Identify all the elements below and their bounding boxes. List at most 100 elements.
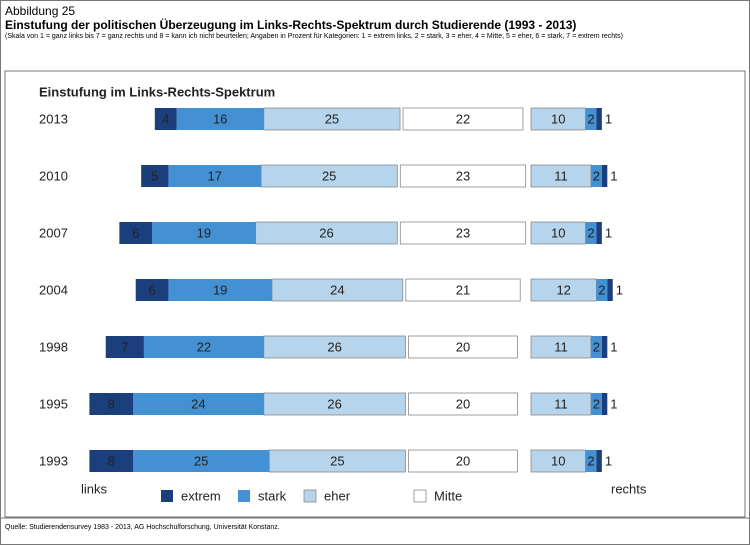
panel-frame	[4, 70, 746, 518]
bar-segment	[596, 222, 602, 244]
bar-segment	[596, 450, 602, 472]
value-label: 22	[456, 111, 470, 126]
legend-swatch	[413, 489, 427, 503]
bar-segment	[399, 221, 527, 245]
bar-segment	[601, 393, 608, 415]
bar-segment	[601, 336, 608, 358]
bar-segment	[89, 393, 133, 415]
legend-label: Mitte	[434, 488, 462, 503]
bar-segment	[133, 393, 264, 415]
bar-segment	[176, 108, 264, 130]
value-label: 24	[330, 282, 344, 297]
value-label: 11	[554, 339, 568, 354]
legend-label: eher	[324, 488, 351, 503]
source: Quelle: Studierendensurvey 1983 - 2013, …	[5, 524, 280, 531]
bar-segment	[141, 165, 169, 187]
category-label: 2004	[39, 282, 68, 297]
bar-segment	[601, 165, 608, 187]
value-label: 19	[213, 282, 227, 297]
value-label: 6	[132, 225, 139, 240]
bar-segment	[585, 222, 597, 244]
bar-segment	[596, 108, 602, 130]
value-label: 25	[322, 168, 336, 183]
bar-segment	[89, 450, 133, 472]
bar-segment	[105, 336, 144, 358]
value-label: 1	[610, 396, 617, 411]
bar-segment	[596, 279, 608, 301]
value-label: 12	[556, 282, 570, 297]
legend-swatch	[303, 489, 317, 503]
bar-segment	[402, 107, 524, 131]
category-label: 1998	[39, 339, 68, 354]
figure-label: Abbildung 25	[5, 4, 76, 18]
value-label: 2	[593, 168, 600, 183]
category-label: 2007	[39, 225, 68, 240]
bar-segment	[154, 108, 177, 130]
value-label: 10	[551, 225, 565, 240]
bar-segment	[585, 108, 597, 130]
value-label: 25	[330, 453, 344, 468]
bar-segment	[168, 165, 262, 187]
legend-label: stark	[258, 488, 287, 503]
bar-segment	[585, 450, 597, 472]
bar-segment	[399, 164, 527, 188]
value-label: 1	[605, 111, 612, 126]
category-label: 1993	[39, 453, 68, 468]
value-label: 1	[616, 282, 623, 297]
value-label: 22	[197, 339, 211, 354]
value-label: 16	[213, 111, 227, 126]
bar-segment	[408, 449, 518, 473]
category-label: 1995	[39, 396, 68, 411]
value-label: 11	[554, 396, 568, 411]
value-label: 1	[605, 453, 612, 468]
value-label: 5	[151, 168, 158, 183]
value-label: 8	[108, 453, 115, 468]
value-label: 23	[456, 225, 470, 240]
value-label: 1	[610, 339, 617, 354]
panel-title: Einstufung im Links-Rechts-Spektrum	[39, 84, 275, 99]
left-label: links	[81, 481, 108, 496]
value-label: 20	[456, 339, 470, 354]
bar-segment	[119, 222, 153, 244]
bar-segment	[408, 335, 518, 359]
bar-segment	[408, 392, 518, 416]
value-label: 2	[587, 111, 594, 126]
right-label: rechts	[611, 481, 647, 496]
bar-segment	[590, 165, 602, 187]
value-label: 6	[148, 282, 155, 297]
category-label: 2010	[39, 168, 68, 183]
bar-segment	[405, 278, 521, 302]
value-label: 25	[194, 453, 208, 468]
value-label: 7	[121, 339, 128, 354]
header: Abbildung 25 Einstufung der politischen …	[5, 4, 705, 41]
bar-segment	[152, 222, 256, 244]
value-label: 26	[319, 225, 333, 240]
bar-segment	[133, 450, 270, 472]
value-label: 26	[327, 396, 341, 411]
value-label: 2	[587, 225, 594, 240]
value-label: 1	[610, 168, 617, 183]
value-label: 23	[456, 168, 470, 183]
bar-segment	[143, 336, 264, 358]
title: Einstufung der politischen Überzeugung i…	[5, 18, 577, 32]
value-label: 2	[598, 282, 605, 297]
value-label: 17	[208, 168, 222, 183]
bar-segment	[590, 336, 602, 358]
value-label: 2	[593, 396, 600, 411]
value-label: 2	[587, 453, 594, 468]
value-label: 10	[551, 453, 565, 468]
legend-swatch	[238, 490, 250, 502]
value-label: 10	[551, 111, 565, 126]
value-label: 20	[456, 396, 470, 411]
legend-label: extrem	[181, 488, 221, 503]
category-label: 2013	[39, 111, 68, 126]
subtitle: (Skala von 1 = ganz links bis 7 = ganz r…	[5, 33, 623, 40]
value-label: 26	[327, 339, 341, 354]
legend-swatch	[161, 490, 173, 502]
value-label: 25	[325, 111, 339, 126]
value-label: 2	[593, 339, 600, 354]
value-label: 21	[456, 282, 470, 297]
bar-segment	[168, 279, 272, 301]
value-label: 24	[191, 396, 205, 411]
